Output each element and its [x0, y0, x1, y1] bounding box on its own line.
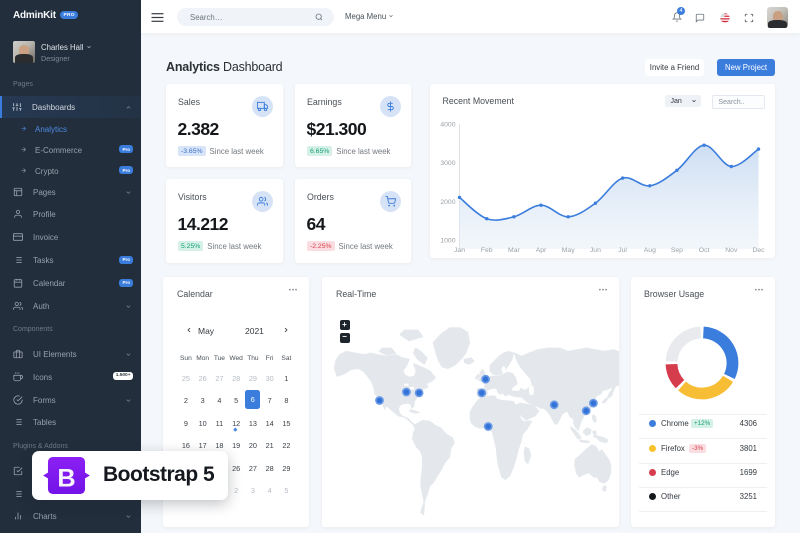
- svg-text:May: May: [561, 247, 574, 254]
- svg-text:Oct: Oct: [698, 247, 709, 254]
- svg-text:3000: 3000: [440, 160, 455, 167]
- svg-text:Aug: Aug: [643, 247, 655, 254]
- svg-text:Sep: Sep: [670, 247, 682, 254]
- svg-text:Nov: Nov: [725, 247, 738, 254]
- svg-text:Feb: Feb: [480, 247, 492, 254]
- svg-text:1000: 1000: [440, 238, 455, 245]
- svg-text:Jun: Jun: [589, 247, 600, 254]
- svg-text:4000: 4000: [440, 122, 455, 129]
- svg-text:Jan: Jan: [454, 247, 465, 254]
- svg-text:Mar: Mar: [508, 247, 520, 254]
- svg-text:Jul: Jul: [618, 247, 627, 254]
- svg-text:2000: 2000: [440, 199, 455, 206]
- svg-text:Apr: Apr: [535, 247, 546, 254]
- svg-text:Dec: Dec: [752, 247, 765, 254]
- svg-text:B: B: [57, 465, 75, 493]
